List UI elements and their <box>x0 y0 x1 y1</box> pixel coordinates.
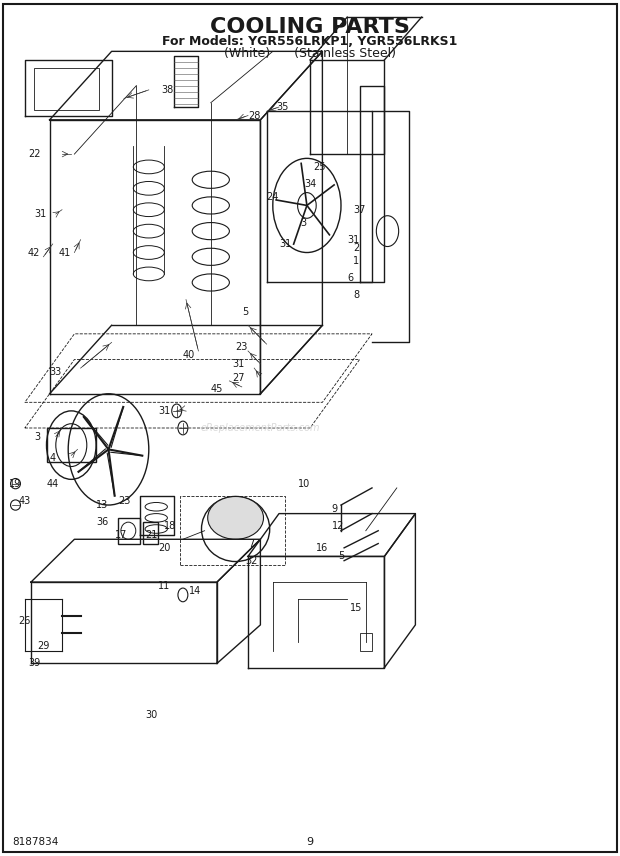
Text: 13: 13 <box>96 500 108 510</box>
Text: 8: 8 <box>353 290 360 300</box>
Text: 31: 31 <box>232 359 245 369</box>
Text: 31: 31 <box>34 209 46 219</box>
Bar <box>143 522 158 544</box>
Text: 24: 24 <box>267 192 279 202</box>
Ellipse shape <box>208 496 264 539</box>
Text: 28: 28 <box>248 110 260 121</box>
Text: 25: 25 <box>313 162 326 172</box>
Text: 9: 9 <box>306 837 314 847</box>
Text: 12: 12 <box>332 521 344 532</box>
Text: 31: 31 <box>279 239 291 249</box>
Text: 44: 44 <box>46 479 59 489</box>
Text: 32: 32 <box>245 556 257 566</box>
Text: 9: 9 <box>332 504 338 514</box>
Text: 30: 30 <box>146 710 158 720</box>
Text: 16: 16 <box>316 543 329 553</box>
Text: COOLING PARTS: COOLING PARTS <box>210 17 410 38</box>
Text: 23: 23 <box>236 342 248 352</box>
Text: 2: 2 <box>353 243 360 253</box>
Text: 41: 41 <box>59 247 71 258</box>
Text: 26: 26 <box>19 615 31 626</box>
Text: 14: 14 <box>189 586 202 596</box>
Text: 45: 45 <box>211 384 223 395</box>
Text: 1: 1 <box>353 256 360 266</box>
Text: 40: 40 <box>183 350 195 360</box>
Text: 23: 23 <box>118 496 130 506</box>
Text: 36: 36 <box>96 517 108 527</box>
Text: 22: 22 <box>28 149 40 159</box>
Text: 37: 37 <box>353 205 366 215</box>
Text: 31: 31 <box>347 235 360 245</box>
Text: 20: 20 <box>158 543 170 553</box>
Text: 38: 38 <box>161 85 174 95</box>
Text: 27: 27 <box>232 373 245 383</box>
Text: 31: 31 <box>158 406 170 416</box>
Text: 3: 3 <box>34 431 40 442</box>
Text: 34: 34 <box>304 179 316 189</box>
Text: eReplacementParts.com: eReplacementParts.com <box>201 423 320 433</box>
Text: 21: 21 <box>146 530 158 540</box>
Bar <box>118 518 140 544</box>
Text: 8187834: 8187834 <box>12 837 59 847</box>
Text: 17: 17 <box>115 530 127 540</box>
Text: 18: 18 <box>164 521 177 532</box>
Text: 5: 5 <box>338 551 344 562</box>
Text: For Models: YGR556LRKP1, YGR556LRKS1: For Models: YGR556LRKP1, YGR556LRKS1 <box>162 34 458 48</box>
Text: 33: 33 <box>50 367 62 377</box>
Text: 19: 19 <box>9 479 22 489</box>
Text: 39: 39 <box>28 658 40 669</box>
Text: 4: 4 <box>50 453 56 463</box>
Text: 11: 11 <box>158 581 170 591</box>
Text: 29: 29 <box>37 641 50 651</box>
Bar <box>46 428 96 462</box>
Text: 7: 7 <box>248 538 254 549</box>
Text: 10: 10 <box>298 479 310 489</box>
Text: 43: 43 <box>19 496 31 506</box>
Bar <box>360 633 372 651</box>
Text: 6: 6 <box>347 273 353 283</box>
Text: 42: 42 <box>28 247 40 258</box>
Text: 5: 5 <box>242 307 248 318</box>
Bar <box>34 68 99 110</box>
Text: 3: 3 <box>301 217 307 228</box>
Text: 35: 35 <box>276 102 288 112</box>
Text: 15: 15 <box>350 603 363 613</box>
Text: (White)      (Stainless Steel): (White) (Stainless Steel) <box>224 46 396 60</box>
